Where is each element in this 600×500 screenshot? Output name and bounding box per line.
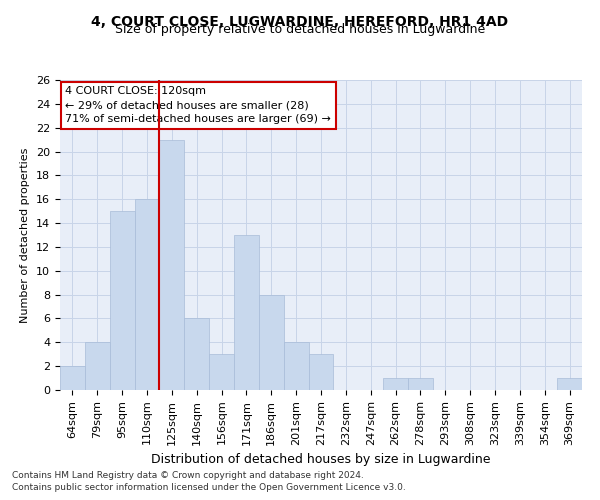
Bar [184, 318, 209, 390]
Bar [284, 342, 308, 390]
Bar [383, 378, 408, 390]
Bar [85, 342, 110, 390]
Bar [557, 378, 582, 390]
Bar [209, 354, 234, 390]
X-axis label: Distribution of detached houses by size in Lugwardine: Distribution of detached houses by size … [151, 453, 491, 466]
Bar [110, 211, 134, 390]
Bar [408, 378, 433, 390]
Text: 4, COURT CLOSE, LUGWARDINE, HEREFORD, HR1 4AD: 4, COURT CLOSE, LUGWARDINE, HEREFORD, HR… [91, 15, 509, 29]
Text: Contains HM Land Registry data © Crown copyright and database right 2024.: Contains HM Land Registry data © Crown c… [12, 471, 364, 480]
Text: Size of property relative to detached houses in Lugwardine: Size of property relative to detached ho… [115, 22, 485, 36]
Bar [134, 199, 160, 390]
Text: 4 COURT CLOSE: 120sqm
← 29% of detached houses are smaller (28)
71% of semi-deta: 4 COURT CLOSE: 120sqm ← 29% of detached … [65, 86, 331, 124]
Bar [60, 366, 85, 390]
Y-axis label: Number of detached properties: Number of detached properties [20, 148, 31, 322]
Bar [160, 140, 184, 390]
Bar [308, 354, 334, 390]
Bar [259, 294, 284, 390]
Text: Contains public sector information licensed under the Open Government Licence v3: Contains public sector information licen… [12, 484, 406, 492]
Bar [234, 235, 259, 390]
